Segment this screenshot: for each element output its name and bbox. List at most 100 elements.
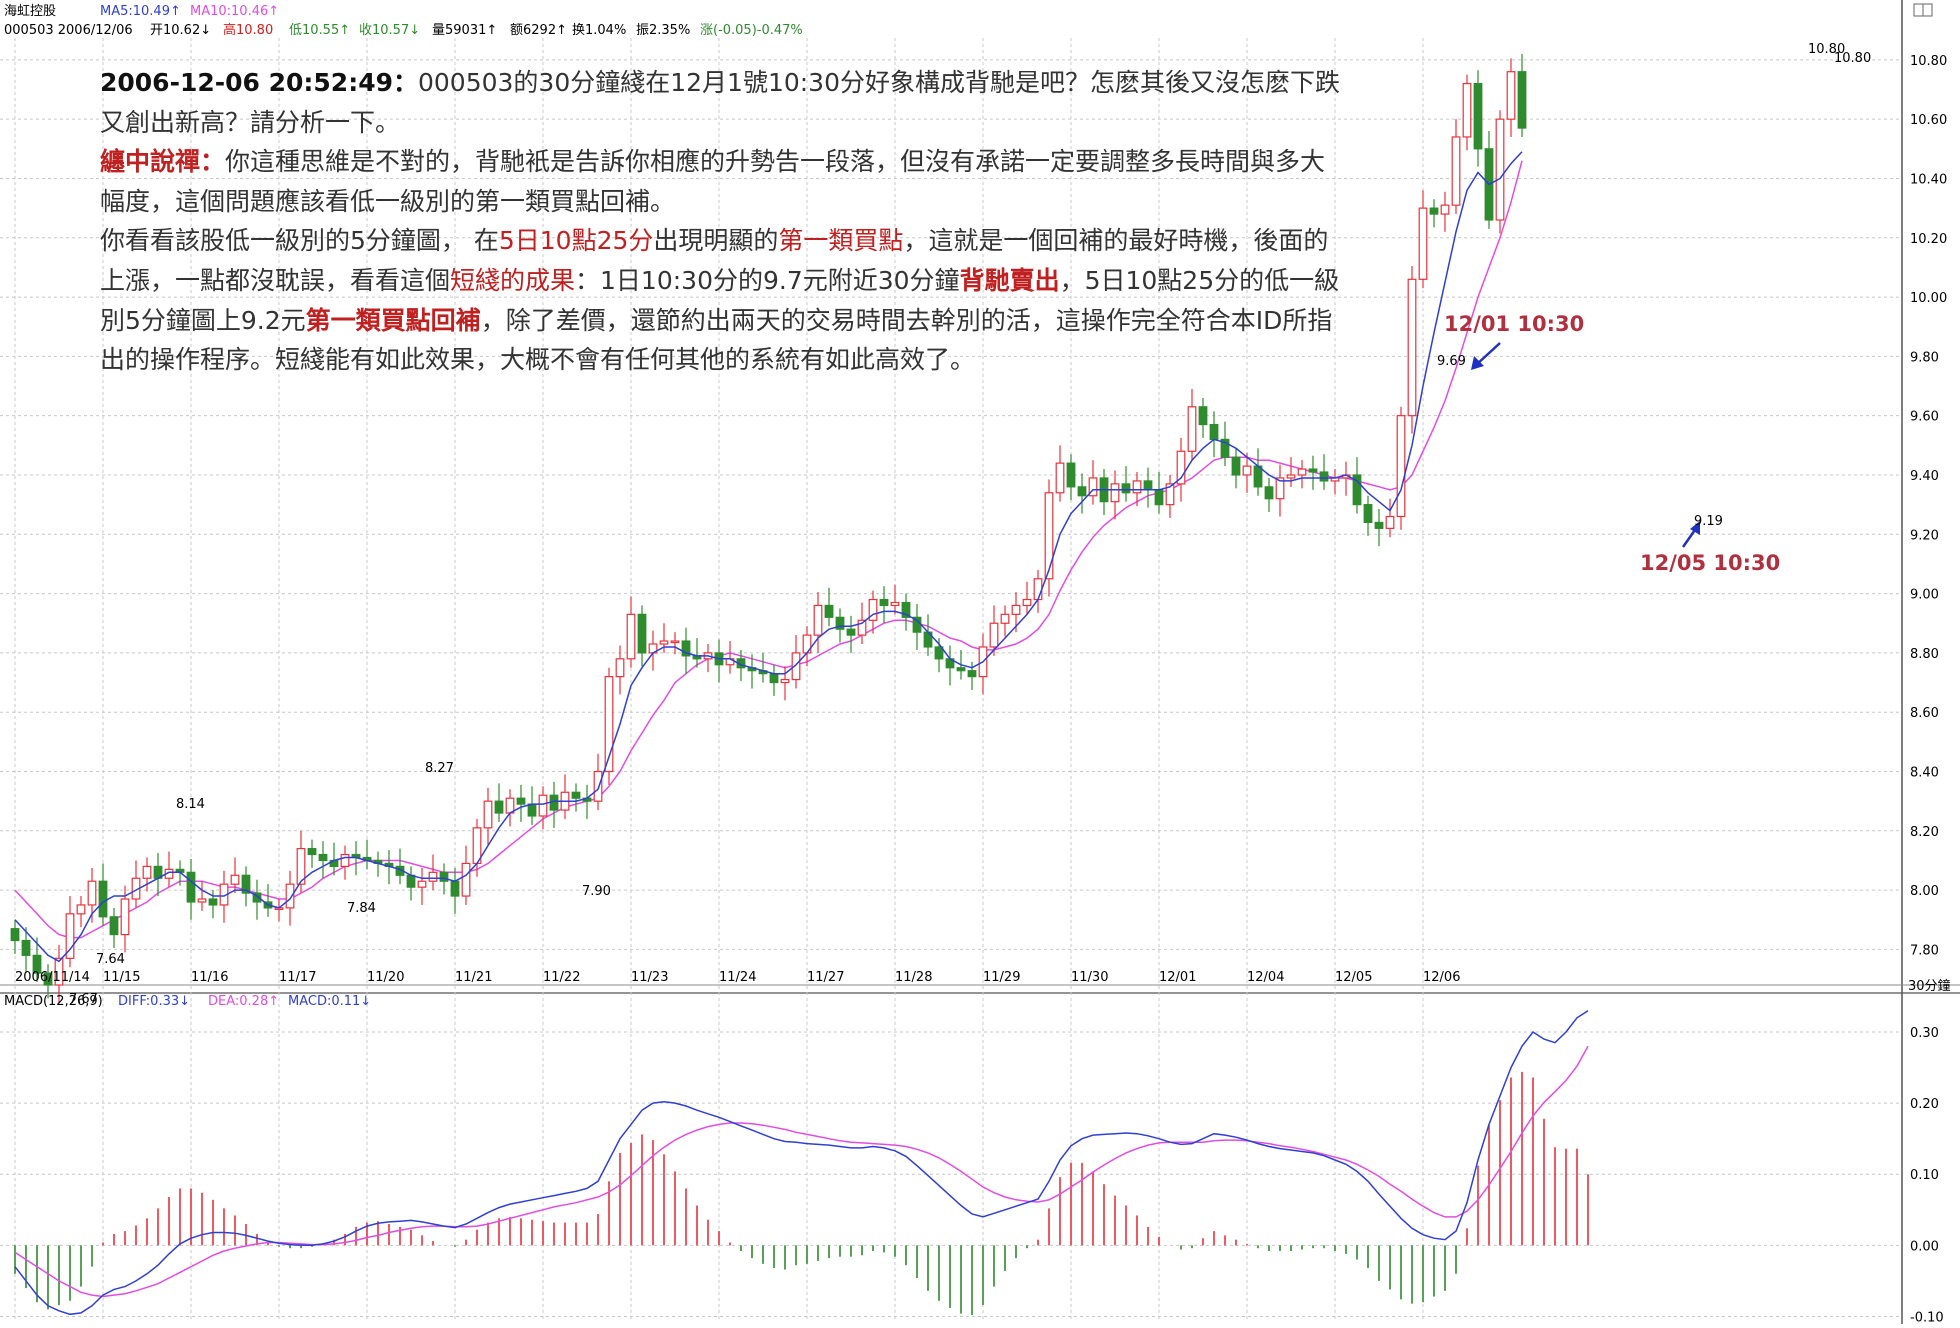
date-tick-label: 11/22 xyxy=(543,970,580,985)
date-tick-label: 11/27 xyxy=(807,970,844,985)
price-tick-label: 8.60 xyxy=(1910,706,1939,721)
price-tick-label: 9.40 xyxy=(1910,469,1939,484)
candle-body xyxy=(868,598,878,621)
price-tick-label: 10.80 xyxy=(1910,54,1947,69)
candle-body xyxy=(934,646,944,660)
candle xyxy=(1517,53,1527,137)
candle xyxy=(219,870,229,923)
candle-body xyxy=(65,913,75,959)
candle xyxy=(560,774,570,819)
date-tick-label: 11/21 xyxy=(455,970,492,985)
candle-body xyxy=(241,874,251,894)
candle xyxy=(263,884,273,917)
date-tick-label: 11/17 xyxy=(279,970,316,985)
detail-i: ，5日10點25分的低一級別5分鐘圖上9.2元 xyxy=(100,265,1340,335)
candle-body xyxy=(824,604,834,618)
candle-body xyxy=(1517,71,1527,129)
macd-tick-label: 0.30 xyxy=(1910,1026,1939,1041)
candle xyxy=(1231,448,1241,489)
macd-title: MACD(12,26,9) xyxy=(4,994,103,1009)
candle xyxy=(494,783,504,822)
candle xyxy=(1407,265,1417,434)
macd-readout: MACD:0.11↓ xyxy=(288,994,371,1009)
candle xyxy=(912,603,922,650)
macd-bars-layer xyxy=(14,1071,1589,1316)
candle-body xyxy=(417,880,427,888)
candle xyxy=(791,635,801,689)
amplitude-value: 振2.35% xyxy=(636,23,690,38)
candle-body xyxy=(43,972,53,986)
price-label-784: 7.84 xyxy=(347,901,376,916)
candle-body xyxy=(967,670,977,678)
candle xyxy=(1396,406,1406,530)
candle xyxy=(340,845,350,880)
ma10-readout: MA10:10.46↑ xyxy=(190,4,279,19)
candle-body xyxy=(780,678,790,684)
candle xyxy=(1275,464,1285,517)
detail-e: ，這就是一個回補的最好時機，後面的上漲，一點都沒耽誤，看看這個 xyxy=(100,226,1329,295)
candle-body xyxy=(483,800,493,829)
candle xyxy=(1187,388,1197,461)
date-tick-label: 12/05 xyxy=(1335,970,1372,985)
candle-body xyxy=(901,601,911,618)
candle-body xyxy=(120,898,130,936)
low-value: 低10.55↑ xyxy=(289,23,350,38)
candle xyxy=(21,927,31,974)
candle xyxy=(10,919,20,954)
candle-body xyxy=(1011,604,1021,615)
candle-body xyxy=(1242,465,1252,476)
y-tick-labels: 7.80 8.00 8.20 8.40 8.60 8.80 9.00 9.20 9.40 9.60… xyxy=(1910,54,1947,1326)
candle-body xyxy=(1077,486,1087,497)
candle xyxy=(527,786,537,825)
candle xyxy=(1154,472,1164,514)
candle xyxy=(1330,469,1340,495)
candle-body xyxy=(1506,71,1516,120)
date-tick-label: 11/20 xyxy=(367,970,404,985)
candle xyxy=(626,596,636,668)
candle-body xyxy=(1286,474,1296,479)
candle-body xyxy=(1264,486,1274,500)
diff-line xyxy=(14,1010,1589,1316)
candle-body xyxy=(54,957,64,986)
period-label: 30分鐘 xyxy=(1908,978,1951,994)
candle-body xyxy=(296,848,306,885)
price-tick-label: 10.00 xyxy=(1910,291,1947,306)
candle-body xyxy=(1165,483,1175,506)
candle xyxy=(1176,437,1186,502)
candle-body xyxy=(857,619,867,636)
candle xyxy=(428,854,438,891)
high-value: 高10.80 xyxy=(223,22,273,38)
candle xyxy=(1473,70,1483,167)
candle-body xyxy=(615,658,625,678)
price-tick-label: 9.00 xyxy=(1910,588,1939,603)
price-tick-label: 7.80 xyxy=(1910,943,1939,958)
candle-body xyxy=(791,652,801,681)
candle xyxy=(681,627,691,674)
candle-body xyxy=(1451,136,1461,206)
macd-lines-layer xyxy=(14,1010,1589,1316)
date-tick-label: 11/24 xyxy=(719,970,756,985)
arrow-1205-icon xyxy=(1681,521,1700,548)
date-tick-label: 2006/11/14 xyxy=(15,970,90,985)
macd-tick-label: 0.10 xyxy=(1910,1168,1939,1183)
price-tick-label: 8.20 xyxy=(1910,825,1939,840)
date-tick-label: 11/29 xyxy=(983,970,1020,985)
arrow-1201-icon xyxy=(1471,342,1501,370)
candle-body xyxy=(516,797,526,805)
candle-body xyxy=(1418,207,1428,280)
candle xyxy=(406,866,416,901)
candle xyxy=(989,605,999,656)
candle-body xyxy=(659,640,669,645)
price-tick-label: 9.80 xyxy=(1910,350,1939,365)
candle xyxy=(824,587,834,627)
candle xyxy=(483,787,493,846)
detail-j: 第一類買點回補 xyxy=(305,305,481,335)
candle xyxy=(1055,445,1065,502)
pane-icon[interactable] xyxy=(1913,3,1933,17)
candle xyxy=(549,781,559,828)
candle xyxy=(1088,460,1098,505)
candle xyxy=(725,641,735,674)
change-value: 涨(-0.05)-0.47% xyxy=(700,23,803,38)
candle xyxy=(1506,58,1516,137)
